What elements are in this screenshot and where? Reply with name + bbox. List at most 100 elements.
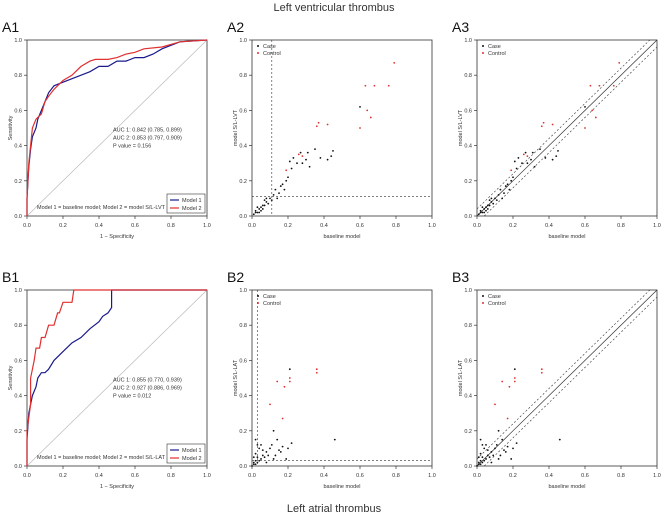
b2-control-point — [260, 443, 262, 446]
a1-auc-annotation: AUC 2: 0.853 (0.797, 0.909) — [113, 136, 182, 142]
a2-control-point — [278, 192, 280, 195]
a3-case-point — [591, 109, 594, 112]
b3-control-point — [501, 438, 504, 441]
b3-control-point — [503, 449, 505, 452]
b2-control-point — [256, 456, 259, 459]
a3-control-point — [521, 162, 523, 165]
b2-control-point — [272, 458, 275, 460]
a2-x-tick-label: 0.2 — [284, 223, 292, 229]
a3-case-point — [522, 153, 525, 156]
panel-b2: B2 0.0 0.2 0.4 0.6 0.8 1.0 0.0 0.2 0.4 0.6 0.8 1.0 ba… — [227, 269, 436, 490]
a1-series-1-line — [26, 39, 208, 216]
a3-y-tick-label: 1.0 — [464, 38, 472, 44]
b2-x-tick-label: 1.0 — [428, 473, 436, 479]
a3-control-point — [524, 151, 527, 154]
b3-x-tick-label: 0.0 — [473, 473, 481, 479]
b3-legend-label: Case — [488, 294, 501, 300]
b3-x-tick-label: 0.6 — [581, 473, 589, 479]
b3-control-point — [477, 461, 480, 464]
panel-a3: A3 0.0 0.2 0.4 0.6 0.8 1.0 0.0 0.2 0.4 0.6 0.8 1.0 ba… — [452, 19, 661, 240]
a3-case-point — [594, 116, 597, 119]
a3-case-point — [612, 84, 615, 87]
panel-a2: A2 0.0 0.2 0.4 0.6 0.8 1.0 0.0 0.2 0.4 0.6 0.8 1.0 ba… — [227, 19, 436, 240]
b3-x-tick-label: 1.0 — [653, 473, 661, 479]
a1-auc-annotation: P value = 0.156 — [113, 144, 151, 150]
a2-control-point — [292, 157, 295, 159]
b1-x-tick-label: 0.0 — [23, 473, 31, 479]
b2-control-point — [252, 456, 255, 459]
a3-case-point — [510, 169, 513, 172]
b2-case-point — [276, 380, 279, 383]
b3-y-tick-label: 0.6 — [464, 358, 472, 364]
a2-y-tick-label: 0.8 — [239, 73, 247, 79]
b2-case-point — [315, 368, 318, 371]
b1-legend-label: Model 2 — [182, 456, 202, 462]
b2-control-point — [258, 459, 261, 462]
a2-case-point — [364, 84, 367, 87]
a1-x-tick-label: 1.0 — [203, 223, 211, 229]
a2-case-point — [366, 109, 369, 112]
a3-plot-frame — [476, 39, 658, 217]
a2-y-tick-label: 1.0 — [239, 38, 247, 44]
a3-control-point — [512, 176, 514, 179]
a3-control-point — [485, 206, 487, 209]
a1-x-tick-label: 0.6 — [131, 223, 139, 229]
a3-case-point — [584, 127, 586, 129]
a2-control-point — [254, 211, 257, 214]
a1-series-2-line — [26, 39, 208, 216]
a2-x-axis-label: baseline model — [324, 234, 361, 240]
a2-control-point — [285, 179, 288, 182]
b2-control-point — [278, 449, 280, 452]
a3-control-point — [488, 199, 491, 202]
b3-band-lower — [483, 296, 658, 467]
a2-control-point — [258, 208, 261, 210]
a3-x-tick-label: 0.2 — [509, 223, 517, 229]
a2-control-point — [261, 208, 264, 210]
a2-x-tick-label: 0.0 — [248, 223, 256, 229]
a3-control-point — [495, 199, 498, 202]
b2-control-point — [290, 442, 293, 445]
a2-control-point — [305, 158, 307, 161]
b3-control-point — [492, 454, 495, 457]
b1-series-2-line — [26, 289, 207, 466]
b3-legend-marker — [482, 302, 484, 304]
a3-control-point — [555, 155, 558, 158]
b3-x-tick-label: 0.8 — [617, 473, 625, 479]
a3-control-point — [510, 179, 513, 182]
a2-control-point — [261, 204, 264, 207]
b3-control-point — [499, 454, 502, 457]
b2-control-point — [254, 463, 257, 466]
a2-x-tick-label: 0.4 — [320, 223, 328, 229]
b2-control-point — [288, 368, 291, 371]
b2-panel-label: B2 — [227, 269, 244, 285]
b1-y-tick-label: 0.2 — [14, 429, 22, 435]
a2-legend-label: Control — [263, 51, 281, 57]
a2-control-point — [267, 202, 270, 205]
figure-bottom-title: Left atrial thrombus — [286, 503, 382, 515]
b3-y-axis-label: model S/L-LAT — [458, 359, 464, 396]
b3-case-point — [540, 368, 543, 371]
a2-case-point — [297, 153, 300, 156]
a2-control-point — [263, 204, 266, 207]
b3-control-point — [486, 454, 489, 457]
a3-control-point — [515, 167, 518, 170]
a1-y-tick-label: 0.8 — [14, 73, 22, 79]
b2-y-tick-label: 0.0 — [239, 464, 247, 470]
b2-control-point — [272, 429, 275, 432]
a3-control-point — [539, 148, 541, 151]
a2-control-point — [306, 151, 309, 154]
a3-case-point — [589, 84, 592, 87]
b3-control-point — [494, 447, 496, 450]
b2-control-point — [274, 454, 277, 457]
b3-case-point — [540, 371, 543, 374]
b2-control-point — [256, 461, 259, 464]
a3-x-tick-label: 0.8 — [617, 223, 625, 229]
b2-control-point — [267, 454, 270, 457]
b3-y-tick-label: 1.0 — [464, 288, 472, 294]
b2-control-point — [258, 447, 261, 450]
panel-a1: A1 0.0 0.2 0.4 0.6 0.8 1.0 0.0 0.2 0.4 0.6 0.8 1.0 1 … — [2, 19, 211, 240]
a1-y-tick-label: 0.2 — [14, 179, 22, 185]
b2-y-tick-label: 0.6 — [239, 358, 247, 364]
a2-control-point — [308, 165, 311, 168]
